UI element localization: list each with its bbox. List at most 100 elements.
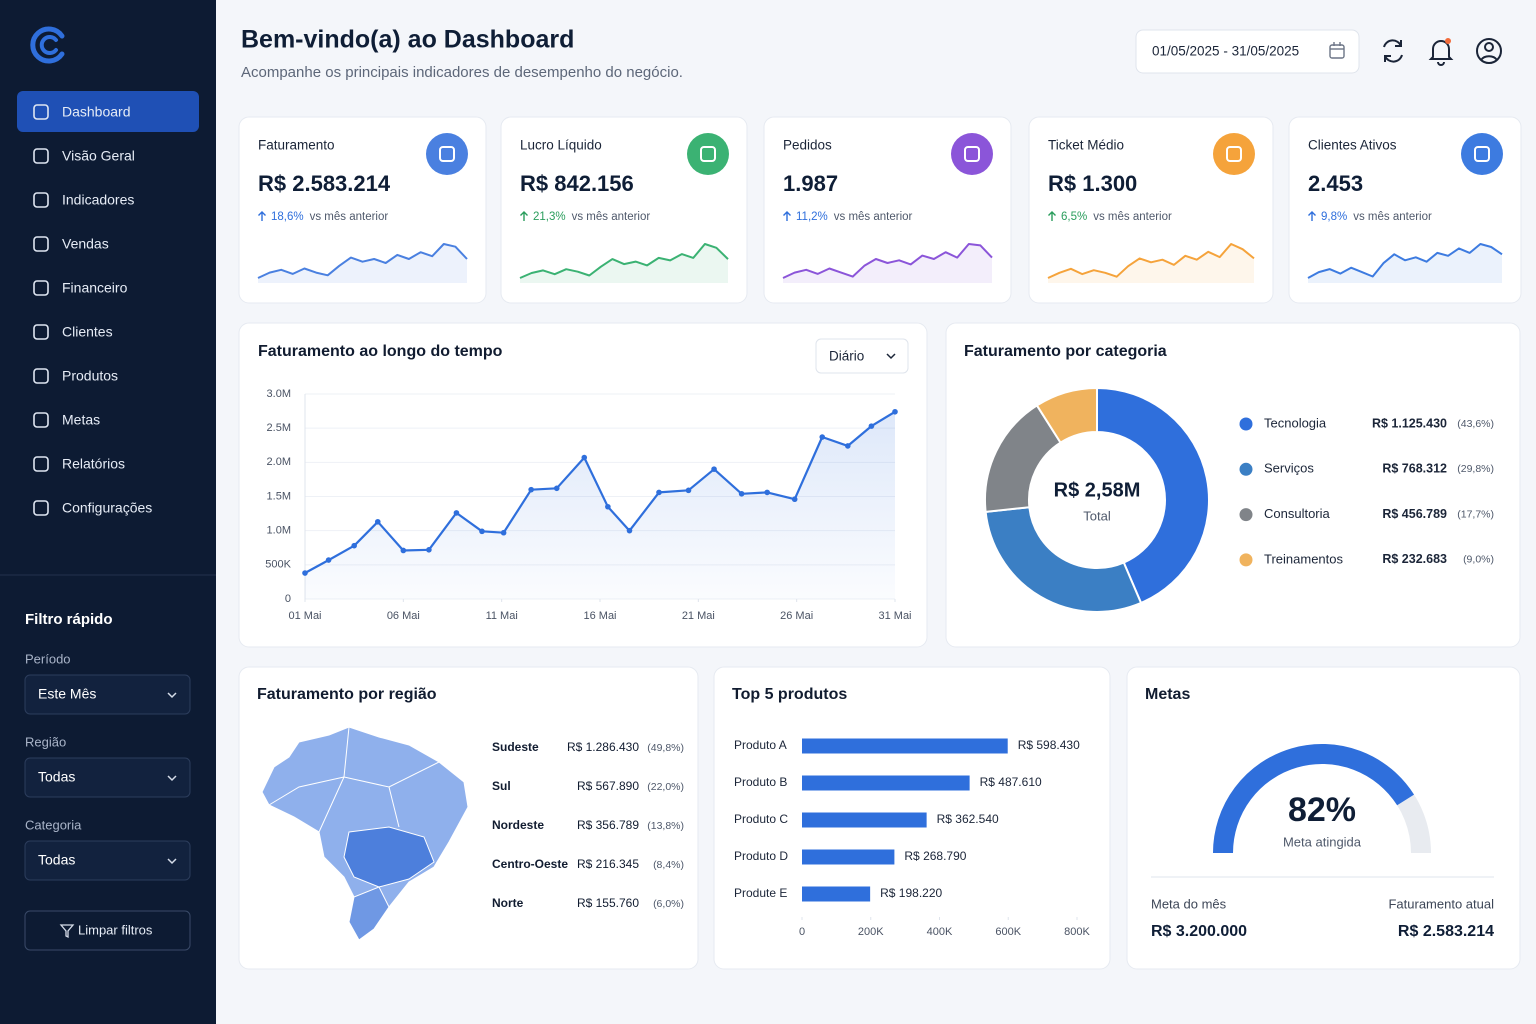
trend-arrow [783,211,791,221]
line-point [845,443,851,449]
bell-icon[interactable] [1428,38,1454,66]
line-point [479,528,485,535]
region-value: R$ 567.890 [577,779,639,793]
nav-item[interactable]: Visão Geral [62,148,135,164]
target-label: Meta do mês [1151,896,1227,911]
sparkline-area [1048,244,1254,283]
kpi-value: 2.453 [1308,171,1363,196]
nav-item[interactable]: Clientes [62,324,113,340]
kpi-trend: 11,2% vs mês anterior [796,211,913,223]
y-tick-label: 2.0M [267,456,291,468]
nav-item[interactable]: Relatórios [62,456,125,472]
refresh-icon[interactable] [1383,39,1403,63]
trend-arrow [520,211,528,221]
kpi-label: Ticket Médio [1048,138,1124,153]
clear-button[interactable] [24,910,191,951]
x-tick-label: 11 Mai [486,610,518,622]
nav-item[interactable]: Configurações [62,500,152,516]
kpi-icon-glyph [439,146,455,162]
chevron [167,692,177,699]
card [1126,666,1521,970]
nav-item[interactable]: Dashboard [62,104,131,120]
period-select[interactable] [815,338,909,374]
goal-card: Metas 82% Meta atingida Meta do mês R$ 3.200… [1126,666,1521,970]
nav-icon [33,280,49,296]
nav-item[interactable]: Indicadores [62,192,134,208]
kpi-trend: 6,5% vs mês anterior [1061,211,1172,223]
line-point [528,486,534,493]
kpi-trend: 9,8% vs mês anterior [1321,211,1432,223]
kpi-note: vs mês anterior [1353,211,1432,223]
nav-icon [33,192,49,208]
line-point [711,466,717,472]
region-value: R$ 216.345 [577,857,639,871]
line-point [553,485,560,492]
nav-icon [33,236,49,252]
filter-select[interactable] [24,674,191,715]
sparkline [782,243,993,279]
line-point [685,487,692,494]
bar-category: Produto C [734,812,788,826]
kpi-value: 1.987 [783,171,838,196]
nav-item[interactable]: Produtos [62,368,118,384]
current-label: Faturamento atual [1388,896,1494,911]
page-title: Bem-vindo(a) ao Dashboard [241,26,574,54]
legend-dot [1239,417,1253,431]
region-share: (8,4%) [653,859,684,871]
sparkline-area [520,244,728,283]
bar-value-label: R$ 362.540 [937,812,999,826]
line-point [791,496,798,503]
legend-share: (29,8%) [1457,463,1494,475]
legend-share: (9,0%) [1463,554,1494,566]
filter-select[interactable] [24,757,191,798]
page-subtitle: Acompanhe os principais indicadores de d… [241,64,683,81]
sparkline-area [1308,244,1502,283]
nav-item[interactable]: Financeiro [62,280,128,296]
legend-label: Serviços [1264,461,1314,476]
kpi-change: 21,3% [533,211,566,223]
filter-label: Período [25,651,71,666]
line-point [605,503,611,510]
map-region-south [348,886,390,941]
chart-title: Faturamento ao longo do tempo [258,343,503,360]
date-picker[interactable] [1135,29,1360,74]
chart-title: Top 5 produtos [732,686,847,703]
filter-title: Filtro rápido [25,611,113,628]
filter-select[interactable] [24,840,191,881]
logo[interactable] [30,26,65,64]
line [304,410,896,574]
nav-icon [33,456,49,472]
kpi-note: vs mês anterior [834,211,913,223]
kpi-icon [1213,133,1255,175]
card-title: Faturamento por região [257,686,437,703]
trend-arrow [258,211,266,221]
line-point [819,434,826,440]
nav-icon [33,104,49,120]
kpi-icon [426,133,468,175]
x-tick-label: 400K [927,926,953,938]
donut-wedge [1035,386,1098,444]
donut-total: R$ 2,58M [1054,479,1141,501]
line-point [868,423,875,429]
kpi-label: Faturamento [258,138,335,153]
map-states [268,726,440,833]
bar-card: Top 5 produtos 0 200K 400K 600K 800K Produto A… [713,666,1111,970]
nav-item[interactable]: Vendas [62,236,109,252]
user-icon[interactable] [1476,38,1502,64]
sparkline [1047,243,1255,279]
line-chart-card: Faturamento ao longo do tempo Diário 0 500K… [238,322,928,648]
donut-wedge [1096,386,1210,605]
region-name: Nordeste [492,818,544,832]
legend-value: R$ 456.789 [1382,507,1447,521]
filter-icon [59,924,75,939]
kpi-card: Lucro Líquido R$ 842.156 21,3% vs mês anter… [500,116,748,304]
kpi-change: 6,5% [1061,211,1087,223]
card [763,116,1012,304]
region-value: R$ 155.760 [577,896,639,910]
nav-icon [33,412,49,428]
trend-arrow [1308,211,1316,221]
nav-icon [33,148,49,164]
nav-item[interactable]: Metas [62,412,100,428]
bar-value-label: R$ 198.220 [880,886,942,900]
kpi-label: Lucro Líquido [520,138,602,153]
